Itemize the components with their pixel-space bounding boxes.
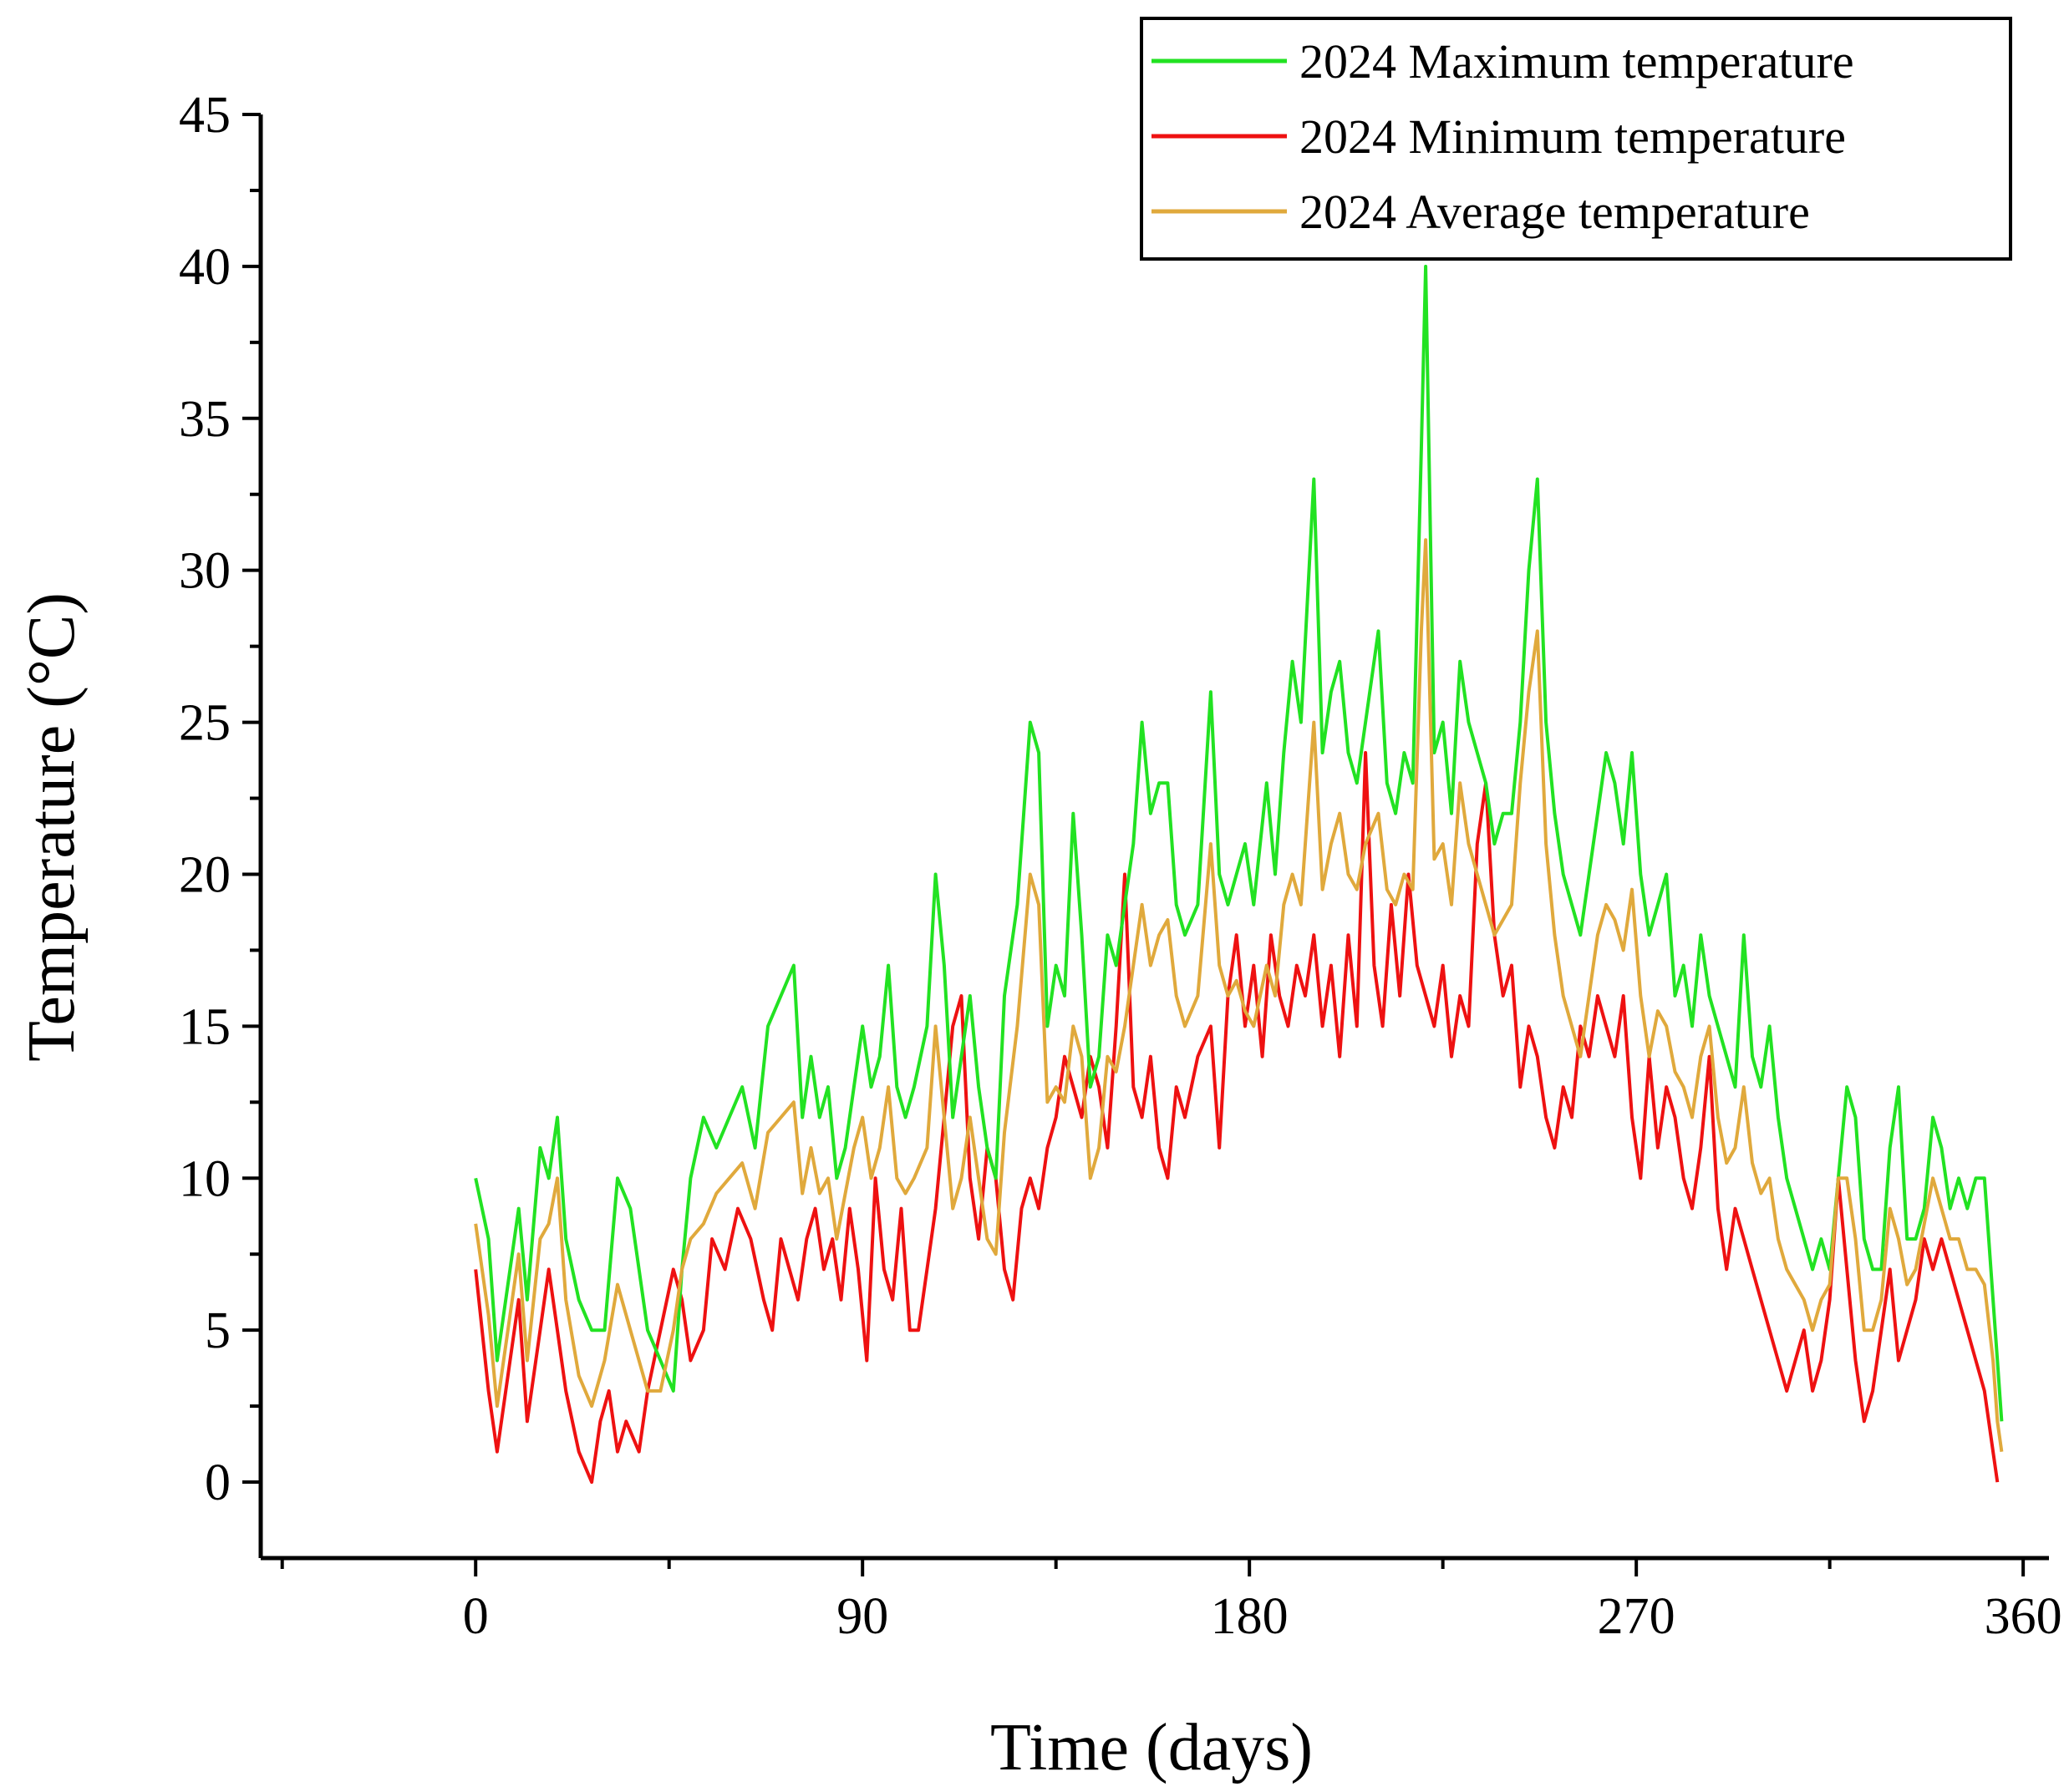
y-tick-label: 35 (179, 391, 231, 448)
x-tick-label: 0 (463, 1588, 489, 1645)
x-tick-label: 360 (1985, 1588, 2062, 1645)
y-tick-label: 20 (179, 846, 231, 903)
x-tick-label: 180 (1211, 1588, 1289, 1645)
y-tick-label: 0 (205, 1454, 231, 1511)
series-line-min (474, 751, 2000, 1485)
y-axis-title: Temperature (°C) (15, 592, 89, 1062)
x-axis-title: Time (days) (990, 1711, 1313, 1784)
series-line-max (474, 264, 2004, 1422)
legend: 2024 Maximum temperature 2024 Minimum te… (1140, 17, 2012, 261)
y-tick-label: 10 (179, 1150, 231, 1207)
y-tick-label: 30 (179, 543, 231, 600)
y-tick-label: 15 (179, 998, 231, 1055)
legend-box (1140, 17, 2012, 261)
y-tick-label: 25 (179, 695, 231, 752)
legend-label-avg: 2024 Average temperature (1299, 185, 1810, 239)
y-axis-ticks: 0 5 10 15 20 25 30 35 40 45 (179, 87, 261, 1511)
series-line-avg (474, 538, 2004, 1452)
series-layer (474, 264, 2004, 1485)
y-tick-label: 45 (179, 87, 231, 144)
y-tick-label: 40 (179, 239, 231, 296)
x-tick-label: 90 (836, 1588, 888, 1645)
y-tick-label: 5 (205, 1302, 231, 1359)
x-tick-label: 270 (1598, 1588, 1675, 1645)
legend-label-max: 2024 Maximum temperature (1299, 34, 1854, 89)
x-axis-ticks: 0 90 180 270 360 (280, 1558, 2062, 1645)
legend-label-min: 2024 Minimum temperature (1299, 109, 1846, 164)
